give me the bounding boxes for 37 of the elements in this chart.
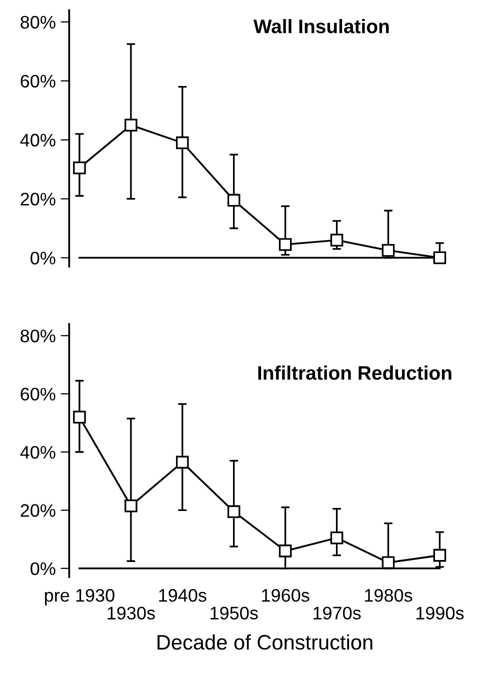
y-tick-label: 80%	[20, 16, 56, 29]
y-tick-label: 20%	[20, 192, 56, 206]
point	[73, 410, 86, 424]
y-tick-label: 40%	[20, 134, 56, 147]
y-tick-label: 20%	[20, 504, 56, 517]
y-tick-label: 80%	[20, 330, 56, 342]
x-axis-title: Decade of Construction	[158, 634, 372, 650]
point	[330, 531, 344, 544]
point	[176, 136, 189, 150]
point	[227, 505, 240, 518]
point	[433, 251, 446, 264]
y-tick-label: 60%	[20, 388, 56, 401]
point	[330, 234, 344, 246]
point	[382, 556, 395, 569]
x-tick-label: 1980s	[365, 588, 412, 602]
point	[278, 238, 292, 251]
point	[73, 161, 86, 174]
point	[382, 244, 395, 257]
x-tick-label: 1930s	[108, 606, 155, 620]
y-tick-label: 0%	[30, 562, 56, 576]
x-tick-label: 1950s	[210, 606, 258, 620]
x-tick-label: 1970s	[314, 606, 361, 620]
x-tick-label: 1940s	[159, 588, 206, 602]
text: Infiltration Reduction	[258, 366, 452, 380]
point	[227, 194, 240, 207]
point	[176, 456, 189, 469]
point	[278, 544, 292, 558]
point	[433, 548, 446, 562]
point	[124, 499, 138, 512]
chart-title: Wall Insulation	[253, 19, 389, 34]
x-tick-label: pre 1930	[44, 588, 114, 606]
x-tick-label: 1990s	[416, 606, 464, 620]
y-tick-label: 0%	[30, 252, 56, 264]
point	[124, 118, 138, 132]
y-tick-label: 60%	[20, 74, 56, 88]
y-tick-label: 40%	[20, 446, 56, 459]
x-tick-label: 1960s	[262, 588, 310, 602]
